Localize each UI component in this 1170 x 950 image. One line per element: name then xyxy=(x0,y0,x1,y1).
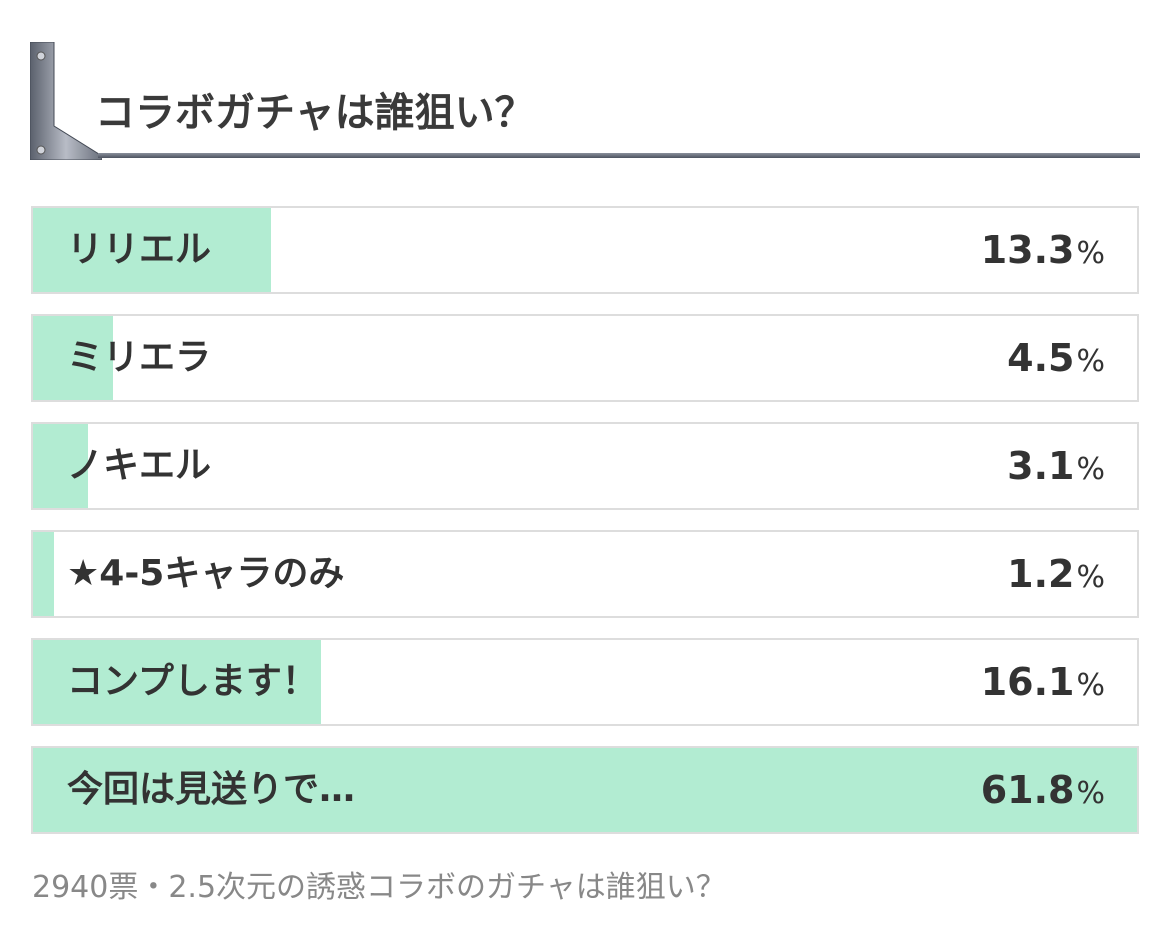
option-label: リリエル xyxy=(67,229,212,270)
option-percent: 13.3% xyxy=(980,208,1105,292)
percent-value: 13.3 xyxy=(980,228,1075,272)
percent-sign: % xyxy=(1076,236,1105,271)
result-bar xyxy=(33,640,321,724)
option-label: ★4-5キャラのみ xyxy=(67,553,345,594)
poll-option[interactable]: 今回は見送りで… 61.8% xyxy=(31,746,1139,834)
poll-header: コラボガチャは誰狙い？ xyxy=(30,42,1140,160)
percent-sign: % xyxy=(1076,668,1105,703)
percent-value: 4.5 xyxy=(1007,336,1075,380)
option-label: 今回は見送りで… xyxy=(67,769,356,810)
option-label: ノキエル xyxy=(67,445,212,486)
percent-value: 3.1 xyxy=(1007,444,1075,488)
metal-bracket-icon xyxy=(30,42,102,160)
result-bar xyxy=(33,424,89,508)
option-percent: 3.1% xyxy=(1007,424,1105,508)
result-bar xyxy=(33,532,55,616)
percent-sign: % xyxy=(1076,776,1105,811)
result-bar xyxy=(33,748,1137,832)
result-bar xyxy=(33,208,271,292)
option-percent: 4.5% xyxy=(1007,316,1105,400)
header-underline xyxy=(98,153,1140,158)
poll-option[interactable]: ノキエル 3.1% xyxy=(31,422,1139,510)
poll-title: コラボガチャは誰狙い？ xyxy=(95,90,535,136)
option-percent: 61.8% xyxy=(980,748,1105,832)
poll-option[interactable]: リリエル 13.3% xyxy=(31,206,1139,294)
poll-footer: 2940票・2.5次元の誘惑コラボのガチャは誰狙い？ xyxy=(32,870,726,905)
percent-sign: % xyxy=(1076,452,1105,487)
percent-value: 61.8 xyxy=(980,768,1075,812)
option-label: コンプします！ xyxy=(67,661,318,702)
percent-sign: % xyxy=(1076,344,1105,379)
percent-value: 16.1 xyxy=(980,660,1075,704)
result-bar xyxy=(33,316,114,400)
poll-option[interactable]: コンプします！ 16.1% xyxy=(31,638,1139,726)
poll-option[interactable]: ミリエラ 4.5% xyxy=(31,314,1139,402)
poll-option[interactable]: ★4-5キャラのみ 1.2% xyxy=(31,530,1139,618)
option-percent: 16.1% xyxy=(980,640,1105,724)
percent-sign: % xyxy=(1076,560,1105,595)
option-label: ミリエラ xyxy=(67,337,212,378)
option-percent: 1.2% xyxy=(1007,532,1105,616)
percent-value: 1.2 xyxy=(1007,552,1075,596)
